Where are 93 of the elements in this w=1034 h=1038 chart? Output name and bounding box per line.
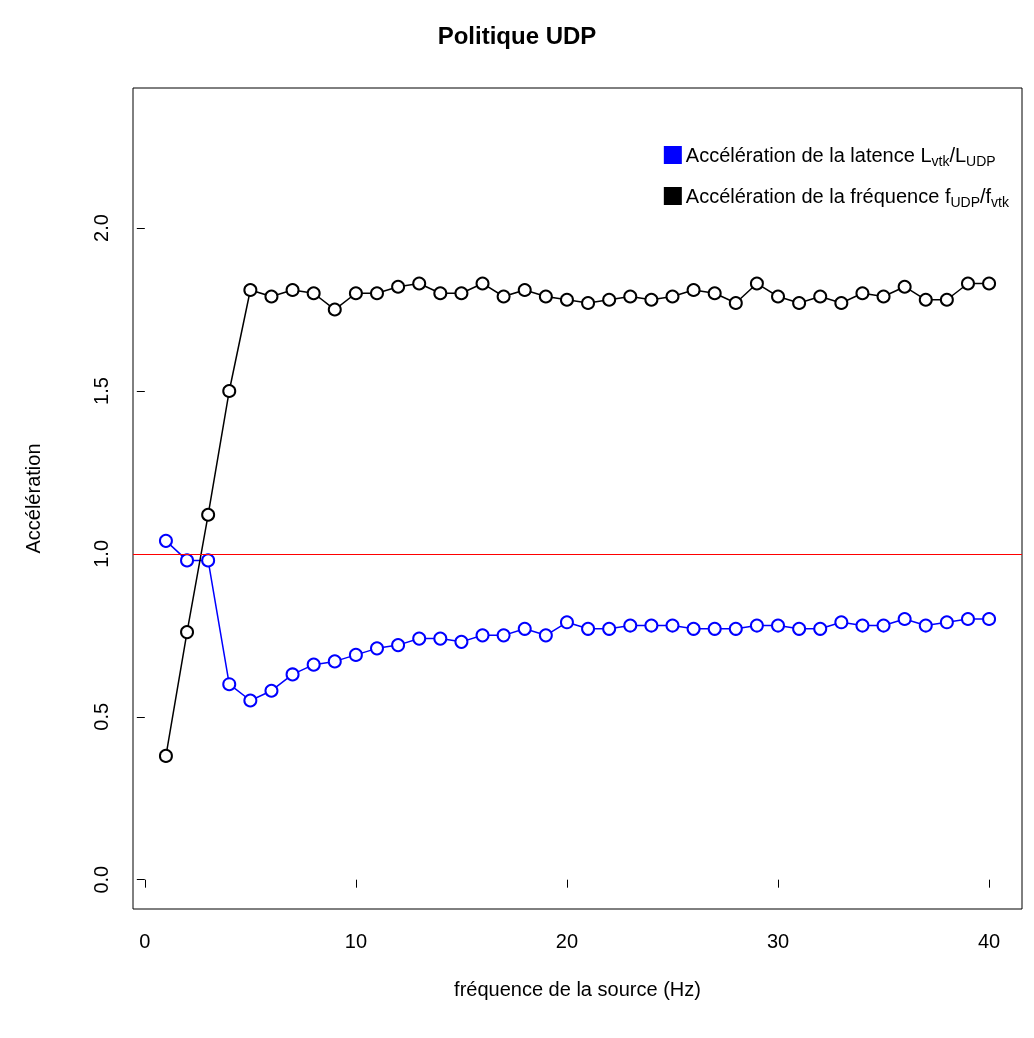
point: [707, 621, 722, 636]
point: [918, 618, 933, 633]
x-tick-label: 0: [139, 930, 151, 952]
y-axis-title: Accélération: [22, 443, 44, 554]
point: [454, 634, 469, 649]
point: [623, 289, 638, 304]
point: [644, 618, 659, 633]
y-tick-label: 0.0: [90, 865, 112, 894]
point: [897, 612, 912, 627]
point: [391, 638, 406, 653]
point: [728, 296, 743, 311]
point: [348, 286, 363, 301]
point: [982, 612, 997, 627]
point: [412, 276, 427, 291]
point: [982, 276, 997, 291]
point: [454, 286, 469, 301]
point: [538, 289, 553, 304]
point: [939, 615, 954, 630]
point: [623, 618, 638, 633]
point: [686, 621, 701, 636]
x-tick-label: 10: [344, 930, 368, 952]
point: [771, 618, 786, 633]
point: [939, 292, 954, 307]
chart-title: Politique UDP: [437, 21, 597, 49]
y-tick-label: 1.5: [90, 377, 112, 405]
point: [348, 647, 363, 662]
point: [559, 615, 574, 630]
point: [517, 282, 532, 297]
point: [412, 631, 427, 646]
point: [201, 507, 216, 522]
point: [792, 621, 807, 636]
point: [285, 667, 300, 682]
point: [306, 286, 321, 301]
point: [475, 276, 490, 291]
point: [306, 657, 321, 672]
point: [180, 553, 195, 568]
point: [960, 612, 975, 627]
point: [749, 276, 764, 291]
point: [327, 302, 342, 317]
point: [813, 289, 828, 304]
point: [792, 296, 807, 311]
point: [834, 615, 849, 630]
point: [158, 748, 173, 763]
point: [327, 654, 342, 669]
point: [559, 292, 574, 307]
point: [243, 693, 258, 708]
point: [264, 683, 279, 698]
x-axis-title: fréquence de la source (Hz): [454, 978, 701, 1000]
point: [581, 296, 596, 311]
point: [243, 282, 258, 297]
point: [771, 289, 786, 304]
point: [897, 279, 912, 294]
point: [433, 631, 448, 646]
point: [834, 296, 849, 311]
point: [391, 279, 406, 294]
point: [855, 286, 870, 301]
point: [158, 533, 173, 548]
point: [581, 621, 596, 636]
y-tick-label: 0.5: [90, 702, 112, 731]
point: [960, 276, 975, 291]
point: [264, 289, 279, 304]
point: [749, 618, 764, 633]
point: [180, 625, 195, 640]
y-tick-label: 2.0: [90, 214, 112, 242]
point: [370, 641, 384, 656]
point: [918, 292, 933, 307]
x-tick-label: 20: [555, 930, 579, 952]
x-tick-label: 30: [766, 930, 790, 952]
point: [496, 628, 511, 643]
point: [665, 289, 680, 304]
point: [707, 286, 722, 301]
point: [370, 286, 384, 301]
point: [602, 292, 617, 307]
point: [222, 677, 237, 692]
point: [201, 553, 216, 568]
point: [285, 282, 300, 297]
point: [222, 383, 237, 398]
point: [813, 621, 828, 636]
point: [665, 618, 680, 633]
point: [876, 289, 891, 304]
y-tick-label: 1.0: [90, 539, 112, 568]
point: [517, 621, 532, 636]
point: [433, 286, 448, 301]
point: [496, 289, 511, 304]
point: [644, 292, 659, 307]
point: [728, 621, 743, 636]
point: [855, 618, 870, 633]
point: [602, 621, 617, 636]
x-tick-label: 40: [977, 930, 1001, 952]
point: [475, 628, 490, 643]
point: [686, 282, 701, 297]
point: [876, 618, 891, 633]
point: [538, 628, 553, 643]
